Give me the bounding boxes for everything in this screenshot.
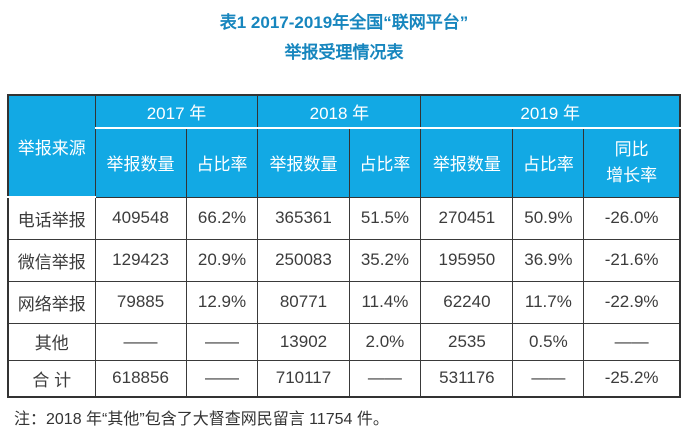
- cell-2017-count: 409548: [94, 196, 187, 240]
- cell-2018-ratio: 2.0%: [348, 322, 422, 361]
- cell-2018-ratio: 11.4%: [348, 280, 422, 324]
- header-yoy-line1: 同比: [614, 139, 649, 159]
- table-row-total: 合 计 618856 —— 710117 —— 531176 —— -25.2%: [7, 359, 681, 398]
- cell-2019-ratio: 0.5%: [512, 322, 585, 361]
- cell-2018-count: 710117: [257, 359, 350, 398]
- cell-2018-count: 250083: [257, 238, 350, 282]
- cell-2019-count: 62240: [420, 280, 514, 324]
- table-row-other: 其他 —— —— 13902 2.0% 2535 0.5% ——: [7, 322, 681, 361]
- row-label-total: 合 计: [7, 359, 96, 398]
- header-ratio-2019: 占比率: [512, 127, 585, 198]
- table-row-phone: 电话举报 409548 66.2% 365361 51.5% 270451 50…: [7, 196, 681, 240]
- cell-2019-ratio: 36.9%: [512, 238, 585, 282]
- cell-2018-count: 365361: [257, 196, 350, 240]
- header-count-2018: 举报数量: [257, 127, 350, 198]
- header-year-2017: 2017 年: [94, 94, 259, 129]
- header-year-2018: 2018 年: [257, 94, 422, 129]
- cell-2019-ratio: ——: [512, 359, 585, 398]
- cell-2019-ratio: 11.7%: [512, 280, 585, 324]
- table-title-line2: 举报受理情况表: [284, 43, 404, 62]
- report-table-wrapper: 举报来源 2017 年 2018 年 2019 年 举报数量 占比率 举报数量 …: [7, 94, 681, 398]
- cell-yoy-growth: -25.2%: [583, 359, 681, 398]
- row-label-other: 其他: [7, 322, 96, 361]
- table-title-line1: 表1 2017-2019年全国“联网平台”: [219, 13, 469, 32]
- header-year-row: 举报来源 2017 年 2018 年 2019 年: [7, 94, 681, 198]
- table-title: 表1 2017-2019年全国“联网平台” 举报受理情况表: [0, 8, 688, 68]
- cell-2017-count: ——: [94, 322, 187, 361]
- header-report-source: 举报来源: [7, 94, 96, 198]
- header-count-2019: 举报数量: [420, 127, 514, 198]
- cell-2019-count: 531176: [420, 359, 514, 398]
- cell-2017-ratio: 66.2%: [185, 196, 259, 240]
- cell-2017-ratio: 12.9%: [185, 280, 259, 324]
- cell-yoy-growth: -26.0%: [583, 196, 681, 240]
- cell-2019-count: 2535: [420, 322, 514, 361]
- cell-2019-count: 270451: [420, 196, 514, 240]
- cell-2017-ratio: 20.9%: [185, 238, 259, 282]
- cell-yoy-growth: -21.6%: [583, 238, 681, 282]
- cell-2018-count: 13902: [257, 322, 350, 361]
- header-count-2017: 举报数量: [94, 127, 187, 198]
- footnote: 注：2018 年“其他”包含了大督查网民留言 11754 件。: [14, 411, 389, 428]
- cell-2019-ratio: 50.9%: [512, 196, 585, 240]
- cell-2017-count: 79885: [94, 280, 187, 324]
- header-ratio-2017: 占比率: [185, 127, 259, 198]
- header-sub-row: 举报数量 占比率 举报数量 占比率 举报数量 占比率 同比 增长率: [8, 127, 681, 198]
- table-row-wechat: 微信举报 129423 20.9% 250083 35.2% 195950 36…: [7, 238, 681, 282]
- cell-2018-ratio: ——: [348, 359, 422, 398]
- cell-2018-ratio: 51.5%: [348, 196, 422, 240]
- cell-2017-ratio: ——: [185, 359, 259, 398]
- row-label-wechat: 微信举报: [7, 238, 96, 282]
- cell-2018-count: 80771: [257, 280, 350, 324]
- cell-2019-count: 195950: [420, 238, 514, 282]
- row-label-web: 网络举报: [7, 280, 96, 324]
- cell-2017-count: 129423: [94, 238, 187, 282]
- cell-yoy-growth: ——: [583, 322, 681, 361]
- header-yoy-growth-2019: 同比 增长率: [583, 127, 681, 198]
- header-ratio-2018: 占比率: [348, 127, 422, 198]
- cell-2017-ratio: ——: [185, 322, 259, 361]
- cell-2018-ratio: 35.2%: [348, 238, 422, 282]
- report-table: 举报来源 2017 年 2018 年 2019 年 举报数量 占比率 举报数量 …: [7, 94, 681, 398]
- row-label-phone: 电话举报: [7, 196, 96, 240]
- table-row-web: 网络举报 79885 12.9% 80771 11.4% 62240 11.7%…: [7, 280, 681, 324]
- cell-2017-count: 618856: [94, 359, 187, 398]
- header-yoy-line2: 增长率: [606, 165, 658, 185]
- cell-yoy-growth: -22.9%: [583, 280, 681, 324]
- header-year-2019: 2019 年: [420, 94, 681, 129]
